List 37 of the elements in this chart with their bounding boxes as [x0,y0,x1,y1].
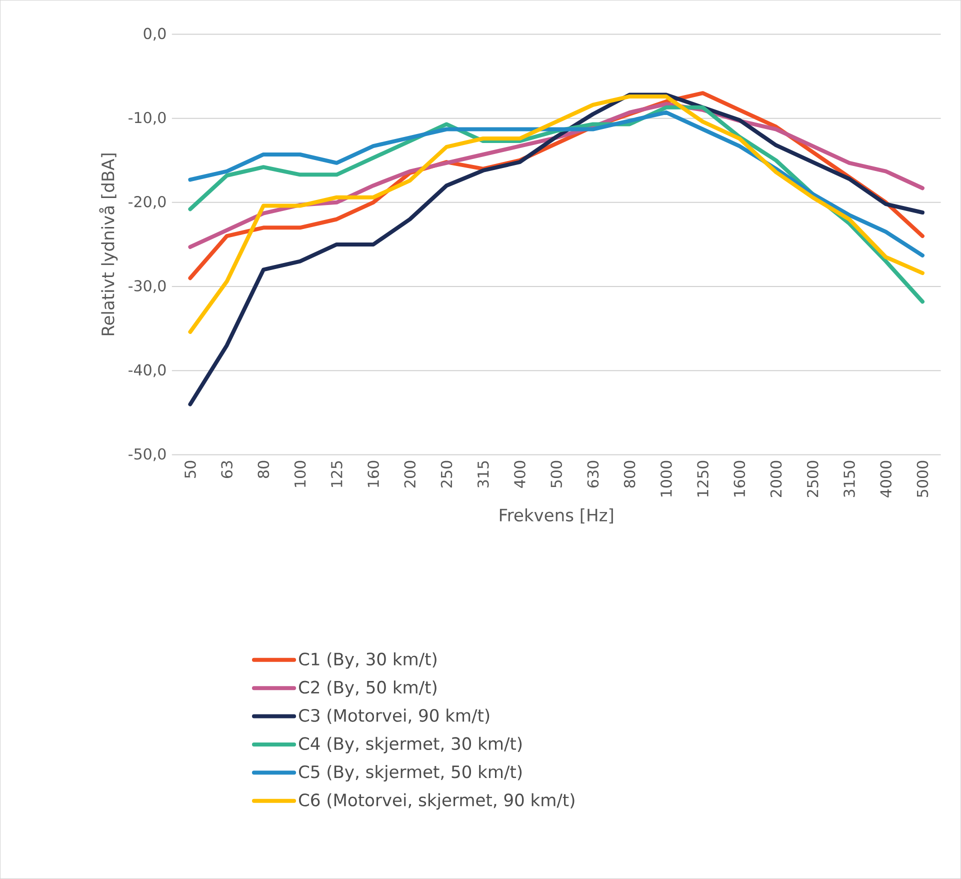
x-tick-label: 80 [258,460,270,478]
x-tick-label: 125 [330,461,342,487]
x-tick-label: 1600 [734,460,746,497]
x-tick-label: 63 [221,461,233,478]
legend-label: C3 (Motorvei, 90 km/t) [298,708,490,724]
x-axis-title: Frekvens [Hz] [500,508,613,524]
x-tick-label: 1000 [660,460,672,497]
x-tick-label: 3150 [844,460,855,498]
y-tick-label: -40,0 [128,364,166,378]
x-tick-label: 50 [184,460,196,478]
y-tick-label: -20,0 [128,196,166,209]
x-tick-label: 800 [624,460,636,488]
x-tick-label: 1250 [697,460,708,497]
x-tick-label: 100 [294,460,306,487]
x-tick-label: 2000 [770,460,782,498]
x-tick-label: 630 [587,460,599,488]
x-tick-label: 500 [550,460,562,488]
x-tick-label: 160 [368,460,379,487]
x-tick-label: 5000 [916,460,928,498]
y-tick-label: -10,0 [128,112,166,125]
y-tick-label: -50,0 [128,448,166,462]
legend-label: C5 (By, skjermet, 50 km/t) [298,765,522,782]
x-tick-label: 200 [404,460,416,488]
x-tick-label: 2500 [806,460,818,498]
line-series [188,94,924,334]
legend-label: C1 (By, 30 km/t) [298,652,436,669]
y-axis-title: Relativt lydnivå [dBA] [99,154,118,336]
y-tick-label: 0,0 [144,28,166,41]
x-tick-label: 250 [440,460,452,488]
y-tick-label: -30,0 [128,280,166,294]
x-tick-label: 315 [477,461,489,488]
x-tick-label: 4000 [880,460,892,498]
legend-label: C6 (Motorvei, skjermet, 90 km/t) [298,793,574,810]
legend-label: C4 (By, skjermet, 30 km/t) [298,736,522,754]
legend-label: C2 (By, 50 km/t) [298,680,436,698]
line-series [188,92,924,406]
x-tick-label: 400 [514,460,526,488]
